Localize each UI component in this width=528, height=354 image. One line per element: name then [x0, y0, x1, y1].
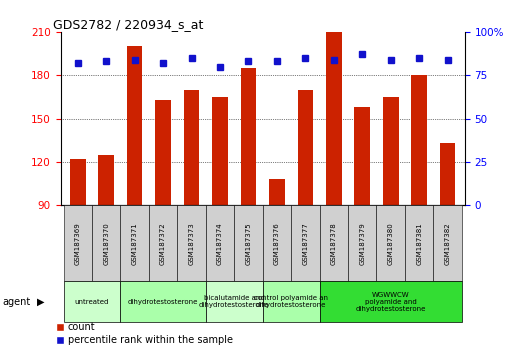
- Bar: [155, 100, 171, 205]
- Bar: [92, 205, 120, 281]
- Bar: [63, 281, 120, 322]
- Text: GSM187370: GSM187370: [103, 222, 109, 265]
- Bar: [63, 205, 92, 281]
- Bar: [269, 179, 285, 205]
- Text: untreated: untreated: [75, 299, 109, 305]
- Text: GSM187381: GSM187381: [416, 222, 422, 265]
- Bar: [319, 281, 462, 322]
- Text: GSM187378: GSM187378: [331, 222, 337, 265]
- Bar: [149, 205, 177, 281]
- Bar: [411, 75, 427, 205]
- Bar: [206, 205, 234, 281]
- Text: GDS2782 / 220934_s_at: GDS2782 / 220934_s_at: [53, 18, 203, 31]
- Bar: [376, 205, 405, 281]
- Bar: [433, 205, 462, 281]
- Text: GSM187374: GSM187374: [217, 222, 223, 265]
- Bar: [262, 205, 291, 281]
- Bar: [262, 281, 319, 322]
- Text: GSM187376: GSM187376: [274, 222, 280, 265]
- Text: WGWWCW
polyamide and
dihydrotestosterone: WGWWCW polyamide and dihydrotestosterone: [355, 292, 426, 312]
- Bar: [206, 281, 262, 322]
- Bar: [212, 97, 228, 205]
- Text: GSM187382: GSM187382: [445, 222, 450, 265]
- Bar: [440, 143, 455, 205]
- Bar: [326, 32, 342, 205]
- Text: GSM187371: GSM187371: [131, 222, 138, 265]
- Text: agent: agent: [3, 297, 31, 307]
- Bar: [177, 205, 206, 281]
- Bar: [127, 46, 143, 205]
- Bar: [319, 205, 348, 281]
- Text: control polyamide an
dihydrotestosterone: control polyamide an dihydrotestosterone: [254, 295, 328, 308]
- Legend: count, percentile rank within the sample: count, percentile rank within the sample: [52, 319, 237, 349]
- Bar: [241, 68, 256, 205]
- Bar: [383, 97, 399, 205]
- Bar: [405, 205, 433, 281]
- Text: GSM187380: GSM187380: [388, 222, 394, 265]
- Text: GSM187377: GSM187377: [303, 222, 308, 265]
- Bar: [354, 107, 370, 205]
- Bar: [70, 159, 86, 205]
- Text: GSM187379: GSM187379: [359, 222, 365, 265]
- Text: GSM187372: GSM187372: [160, 222, 166, 265]
- Bar: [348, 205, 376, 281]
- Text: GSM187373: GSM187373: [188, 222, 194, 265]
- Text: dihydrotestosterone: dihydrotestosterone: [128, 299, 199, 305]
- Bar: [120, 205, 149, 281]
- Text: GSM187375: GSM187375: [246, 222, 251, 265]
- Bar: [98, 155, 114, 205]
- Bar: [234, 205, 263, 281]
- Bar: [297, 90, 313, 205]
- Bar: [291, 205, 319, 281]
- Bar: [184, 90, 200, 205]
- Bar: [120, 281, 206, 322]
- Text: bicalutamide and
dihydrotestosterone: bicalutamide and dihydrotestosterone: [199, 295, 269, 308]
- Text: GSM187369: GSM187369: [75, 222, 81, 265]
- Text: ▶: ▶: [37, 297, 44, 307]
